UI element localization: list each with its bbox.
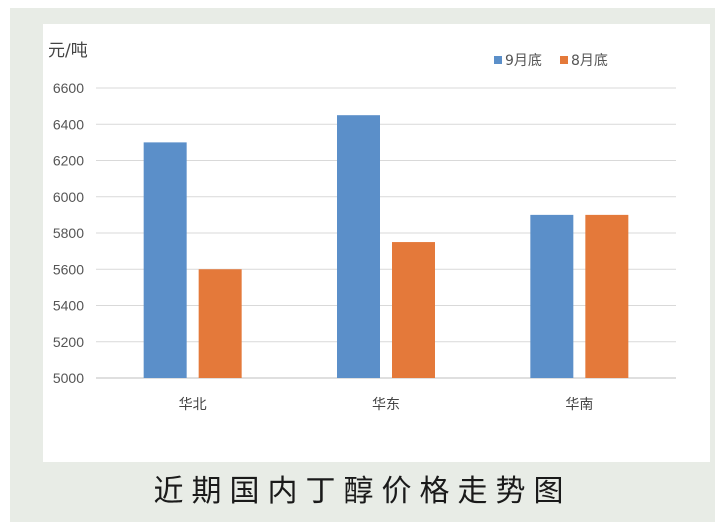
legend-label: 8月底 <box>571 53 608 69</box>
legend-swatch <box>560 56 568 64</box>
legend-swatch <box>494 56 502 64</box>
x-tick-label: 华南 <box>565 397 593 413</box>
y-tick-label: 5000 <box>53 370 84 386</box>
bar-series-2 <box>392 242 435 378</box>
legend-label: 9月底 <box>505 53 542 69</box>
bar-series-1 <box>530 214 574 378</box>
y-tick-label: 6400 <box>53 116 84 132</box>
bar-series-1 <box>337 115 380 378</box>
y-tick-label: 6000 <box>53 189 84 205</box>
y-tick-label: 5200 <box>53 334 84 350</box>
bar-series-2 <box>585 214 629 378</box>
x-axis: 华北 华东 华南 <box>179 397 594 413</box>
gridlines <box>96 87 676 379</box>
bar-series-1 <box>143 142 187 378</box>
y-tick-label: 5800 <box>53 225 84 241</box>
y-axis: 5000 5200 5400 5600 5800 6000 6200 6400 6600 <box>53 80 84 386</box>
bars <box>143 115 629 378</box>
bar-chart: 元/吨 5000 5200 5400 5600 5800 6000 6200 6400 6600… <box>48 41 676 413</box>
y-tick-label: 6600 <box>53 80 84 96</box>
y-tick-label: 6200 <box>53 153 84 169</box>
x-tick-label: 华北 <box>179 397 207 413</box>
legend: 9月底 8月底 <box>494 53 608 69</box>
bar-series-2 <box>198 269 242 378</box>
x-tick-label: 华东 <box>372 397 400 413</box>
y-tick-label: 5400 <box>53 298 84 314</box>
y-unit-label: 元/吨 <box>48 41 88 61</box>
y-tick-label: 5600 <box>53 261 84 277</box>
figure-caption: 近期国内丁醇价格走势图 <box>153 474 572 509</box>
